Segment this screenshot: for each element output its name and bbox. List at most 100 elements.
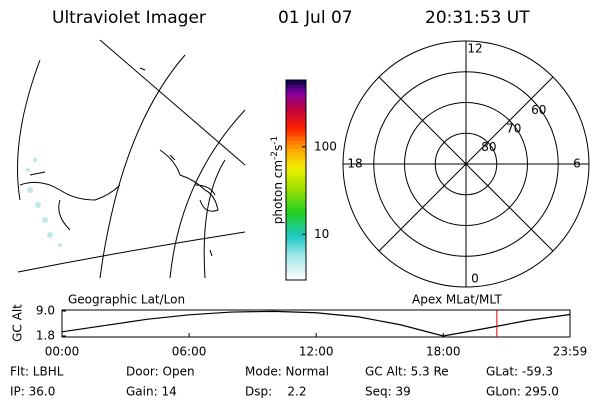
label-sup: -2 [270,151,280,160]
info-field: Seq: 39 [365,385,411,399]
colorbar-segment [286,232,306,237]
colorbar-segment [286,252,306,257]
colorbar-segment [286,228,306,233]
colorbar-tick-label: 100 [314,139,337,153]
colorbar-segment [286,216,306,221]
info-field: IP: 36.0 [10,385,55,399]
info-field: GLat: -59.3 [486,365,553,379]
colorbar-segment [286,272,306,277]
colorbar-segment [286,128,306,133]
polar-circle [404,102,528,226]
mlt-label: 18 [347,157,362,171]
map-grid [203,159,226,279]
colorbar-segment [286,132,306,137]
info-field: Mode: Normal [245,365,329,379]
colorbar-segment [286,96,306,101]
x-tick-label: 12:00 [299,345,334,359]
info-field: Door: Open [126,365,195,379]
colorbar-segment [286,240,306,245]
colorbar-label: photon cm-2s-1 [270,136,285,225]
colorbar-segment [286,160,306,165]
polar-circle [373,71,559,257]
colorbar-segment [286,212,306,217]
colorbar-segment [286,120,306,125]
map-grid [99,39,246,166]
colorbar-segment [286,112,306,117]
colorbar-segment [286,260,306,265]
x-tick-label: 18:00 [426,345,461,359]
colorbar-segment [286,200,306,205]
map-grid [169,109,246,279]
colorbar-segment [286,116,306,121]
coastline [139,67,213,257]
label-text: photon cm [271,160,285,224]
label-sup: -1 [270,136,280,145]
info-field: Dsp: 2.2 [245,385,307,399]
colorbar-frame [285,79,307,281]
label-text: s [271,145,285,151]
colorbar-segment [286,100,306,105]
colorbar-segment [286,144,306,149]
lat-label: 70 [506,122,521,136]
colorbar-segment [286,148,306,153]
mlt-label: 12 [467,42,482,56]
colorbar-segment [286,244,306,249]
map-grid [99,54,186,279]
date: 01 Jul 07 [278,8,353,28]
colorbar-segment [286,168,306,173]
y-tick-label: 9.0 [36,304,55,318]
lat-label: 80 [481,140,496,154]
colorbar-segment [286,124,306,129]
colorbar-tick-label: 10 [314,227,329,241]
colorbar-segment [286,176,306,181]
polar-label: Apex MLat/MLT [412,293,502,307]
mlt-label: 6 [573,157,581,171]
colorbar-segment [286,276,306,281]
y-tick-label: 1.8 [36,329,55,343]
colorbar-segment [286,268,306,273]
lat-label: 60 [531,103,546,117]
info-field: GC Alt: 5.3 Re [365,365,449,379]
colorbar-segment [286,208,306,213]
colorbar-segment [286,104,306,109]
colorbar-segment [286,256,306,261]
colorbar-segment [286,236,306,241]
coastline [159,149,219,212]
colorbar-segment [286,140,306,145]
colorbar-segment [286,88,306,93]
y-axis-label: GC Alt [11,304,25,342]
coastline [19,171,121,231]
info-field: Gain: 14 [126,385,177,399]
info-field: Flt: LBHL [10,365,64,379]
title: Ultraviolet Imager [52,8,206,28]
mlt-label: 0 [471,272,479,286]
polar-circle [434,132,498,196]
altitude-line [61,310,571,337]
map-grid [17,59,41,201]
map [17,39,246,279]
colorbar-segment [286,152,306,157]
colorbar-segment [286,184,306,189]
colorbar-segment [286,196,306,201]
colorbar: 10 100 [285,79,337,281]
x-tick-label: 00:00 [45,345,80,359]
colorbar-segment [286,108,306,113]
plot-frame [61,309,571,338]
colorbar-segment [286,224,306,229]
info-field: GLon: 295.0 [486,385,559,399]
colorbar-segment [286,80,306,85]
colorbar-segment [286,248,306,253]
colorbar-segment [286,84,306,89]
aurora-dots [26,158,62,247]
colorbar-segment [286,264,306,269]
x-tick-label: 23:59 [553,345,588,359]
map-label: Geographic Lat/Lon [68,293,185,307]
colorbar-segment [286,180,306,185]
colorbar-segment [286,92,306,97]
colorbar-segment [286,156,306,161]
map-grid [17,231,246,273]
time: 20:31:53 UT [425,8,530,28]
colorbar-segment [286,220,306,225]
colorbar-segment [286,136,306,141]
